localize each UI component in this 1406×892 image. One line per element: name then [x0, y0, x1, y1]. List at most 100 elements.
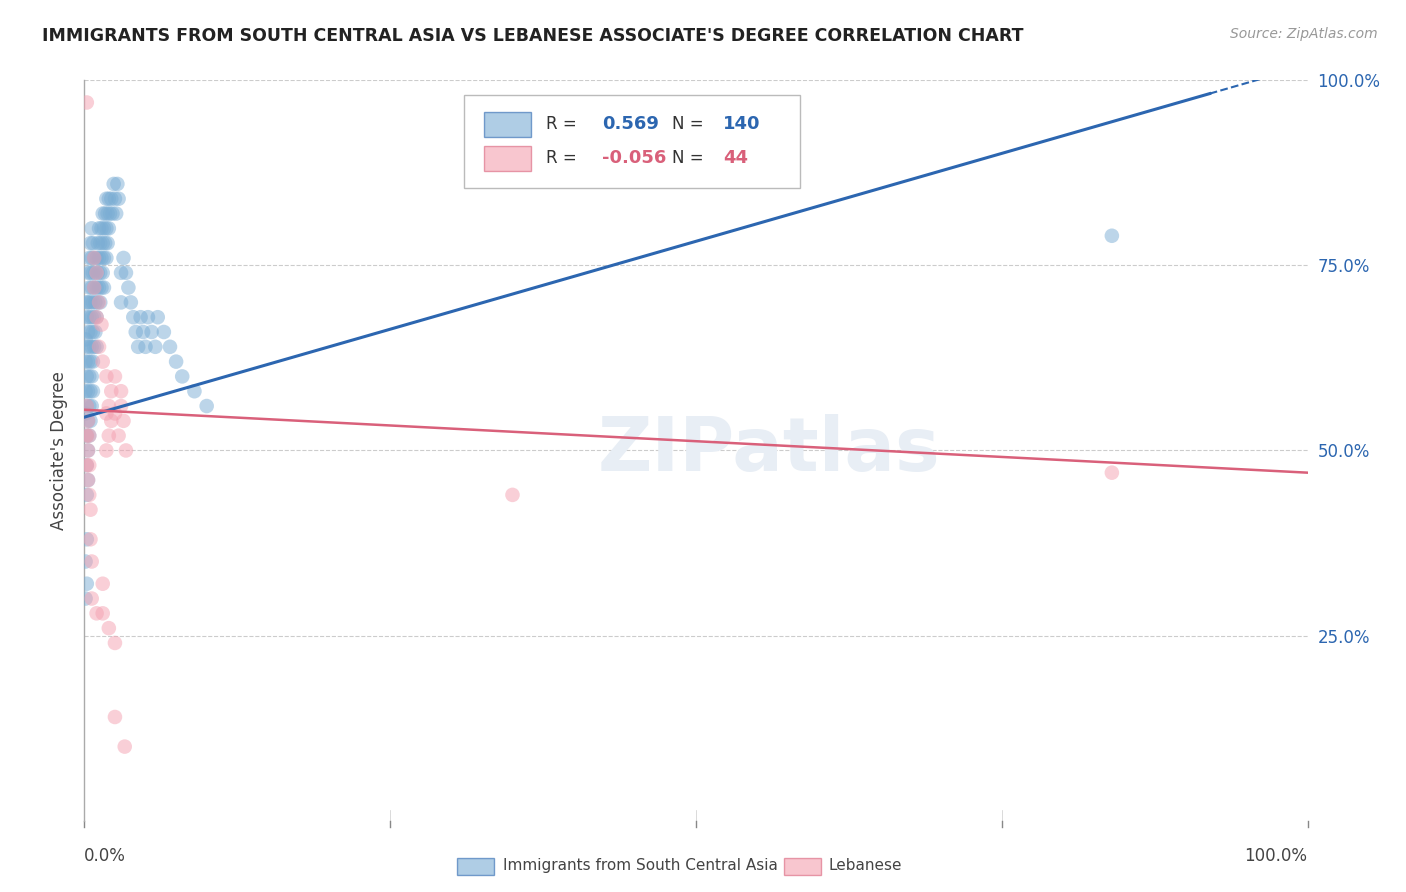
Point: [79, 533, 101, 547]
Point: [80, 251, 103, 265]
Text: 0.0%: 0.0%: [84, 847, 127, 864]
Point: [101, 206, 124, 220]
Point: [75, 591, 97, 606]
Point: [76, 428, 98, 442]
Point: [91, 266, 114, 280]
Point: [172, 369, 194, 384]
Point: [90, 318, 112, 332]
Point: [77, 473, 100, 487]
Point: [82, 384, 104, 399]
Text: Immigrants from South Central Asia: Immigrants from South Central Asia: [503, 858, 778, 873]
Point: [96, 221, 118, 235]
Text: ZIPatlas: ZIPatlas: [598, 414, 941, 487]
Point: [86, 266, 108, 280]
Point: [127, 340, 149, 354]
Point: [115, 266, 138, 280]
FancyBboxPatch shape: [484, 146, 531, 171]
Point: [97, 206, 120, 220]
Point: [97, 621, 120, 635]
Point: [86, 310, 108, 325]
Point: [135, 340, 157, 354]
Point: [86, 310, 108, 325]
Point: [96, 369, 118, 384]
Text: R =: R =: [546, 149, 576, 167]
Point: [136, 310, 159, 325]
Point: [153, 325, 176, 339]
Point: [129, 310, 152, 325]
Point: [91, 236, 114, 251]
Text: 0.569: 0.569: [602, 115, 658, 133]
Point: [104, 710, 127, 724]
Point: [93, 280, 115, 294]
Point: [89, 266, 111, 280]
Point: [183, 384, 205, 399]
Point: [96, 443, 118, 458]
Point: [83, 340, 105, 354]
Point: [77, 458, 100, 473]
Point: [87, 251, 110, 265]
Text: N =: N =: [672, 149, 703, 167]
Point: [98, 206, 121, 220]
Point: [110, 384, 132, 399]
Point: [77, 251, 100, 265]
Point: [77, 384, 100, 399]
Point: [105, 206, 128, 220]
Point: [76, 95, 98, 110]
Point: [103, 177, 125, 191]
Point: [165, 354, 187, 368]
Text: IMMIGRANTS FROM SOUTH CENTRAL ASIA VS LEBANESE ASSOCIATE'S DEGREE CORRELATION CH: IMMIGRANTS FROM SOUTH CENTRAL ASIA VS LE…: [42, 27, 1024, 45]
Point: [90, 251, 112, 265]
Point: [77, 295, 100, 310]
Point: [146, 310, 169, 325]
Point: [91, 354, 114, 368]
Point: [77, 354, 100, 368]
Point: [84, 325, 107, 339]
Point: [87, 236, 110, 251]
Point: [105, 177, 128, 191]
Point: [96, 251, 118, 265]
Point: [1101, 228, 1123, 243]
Point: [87, 295, 110, 310]
Point: [97, 221, 120, 235]
FancyBboxPatch shape: [464, 95, 800, 187]
Point: [110, 399, 132, 413]
Point: [79, 266, 101, 280]
Point: [87, 221, 110, 235]
FancyBboxPatch shape: [484, 112, 531, 137]
Point: [104, 369, 127, 384]
Point: [80, 399, 103, 413]
Point: [77, 414, 100, 428]
Point: [77, 310, 100, 325]
Point: [76, 295, 98, 310]
Y-axis label: Associate's Degree: Associate's Degree: [49, 371, 67, 530]
Point: [107, 192, 129, 206]
Point: [76, 576, 98, 591]
Point: [75, 332, 97, 346]
Text: 100.0%: 100.0%: [1244, 847, 1308, 864]
Point: [83, 280, 105, 294]
Point: [94, 206, 117, 220]
Point: [112, 414, 135, 428]
Point: [76, 458, 98, 473]
Point: [76, 458, 98, 473]
Point: [97, 192, 120, 206]
Point: [87, 280, 110, 294]
Point: [79, 354, 101, 368]
Point: [76, 428, 98, 442]
Point: [80, 280, 103, 294]
Point: [125, 325, 148, 339]
Point: [1101, 466, 1123, 480]
Point: [110, 266, 132, 280]
Point: [87, 295, 110, 310]
Point: [502, 488, 524, 502]
Point: [96, 407, 118, 421]
Point: [86, 340, 108, 354]
Point: [132, 325, 155, 339]
Point: [80, 340, 103, 354]
Point: [94, 236, 117, 251]
Point: [75, 354, 97, 368]
Point: [100, 192, 122, 206]
Point: [91, 607, 114, 621]
Point: [80, 310, 103, 325]
Point: [87, 266, 110, 280]
